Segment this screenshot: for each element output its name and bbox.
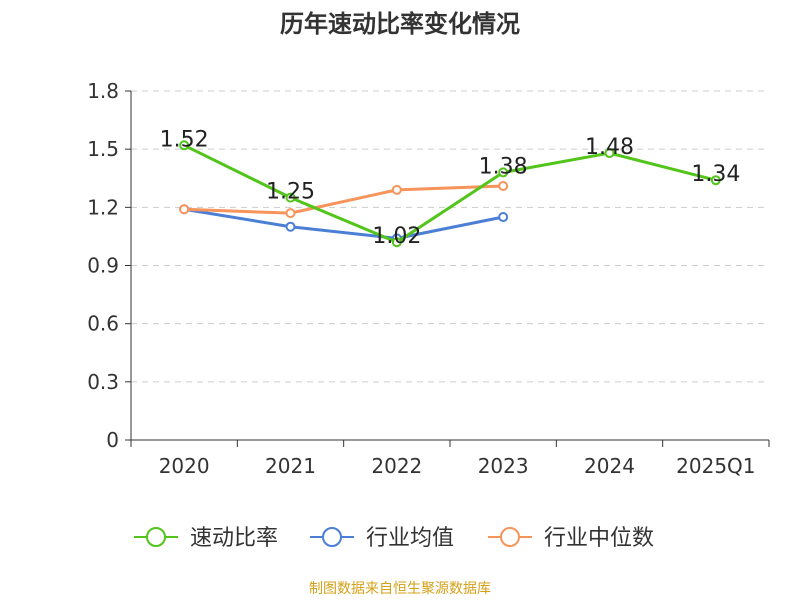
y-tick-label: 1.5 [87,137,119,161]
x-tick-label: 2022 [371,454,422,478]
data-point [179,140,190,151]
legend-label: 速动比率 [190,526,278,551]
data-label: 1.48 [585,135,634,160]
data-point [710,175,721,186]
legend-marker [146,527,166,547]
data-point [391,237,402,248]
source-note: 制图数据来自恒生聚源数据库 [309,581,491,597]
data-point [285,221,296,232]
data-point [498,212,509,223]
series-line-0 [183,143,717,244]
data-point [179,204,190,215]
legend-item: 行业均值 [310,526,454,551]
legend-label: 行业均值 [366,526,454,551]
y-tick-label: 1.2 [87,195,119,219]
x-tick-label: 2023 [478,454,529,478]
x-tick-label: 2025Q1 [676,454,755,478]
axes: 0 0.3 0.6 0.9 1.2 1.5 1.8 2020 2021 2022 2023 2024 2… [87,79,770,478]
data-point [498,181,509,192]
series-line-2 [184,184,504,215]
y-tick-label: 0 [106,428,119,452]
data-labels: 1.52 1.25 1.02 1.38 1.48 1.34 [160,127,741,249]
legend-marker [322,527,342,547]
data-point [285,192,296,203]
y-tick-label: 0.3 [87,370,119,394]
data-label: 1.25 [266,180,315,205]
x-tick-label: 2024 [584,454,635,478]
y-tick-label: 0.6 [87,312,119,336]
y-tick-label: 1.8 [87,79,119,103]
legend: 速动比率 行业均值 行业中位数 [134,526,654,551]
legend-label: 行业中位数 [544,526,654,551]
x-tick-label: 2020 [159,454,210,478]
series-line-1 [183,207,504,240]
data-label: 1.34 [691,162,740,187]
y-tick-label: 0.9 [87,254,119,278]
chart-title: 历年速动比率变化情况 [280,10,520,38]
data-point [604,148,615,159]
grid-lines [131,90,769,383]
data-label: 1.02 [372,224,421,249]
legend-marker [500,527,520,547]
data-label: 1.38 [479,154,528,179]
legend-item: 行业中位数 [488,526,654,551]
data-point [391,184,402,195]
series-lines [179,140,721,248]
data-label: 1.52 [160,127,209,152]
x-tick-label: 2021 [265,454,316,478]
data-point [285,208,296,219]
legend-item: 速动比率 [134,526,278,551]
data-point [498,167,509,178]
